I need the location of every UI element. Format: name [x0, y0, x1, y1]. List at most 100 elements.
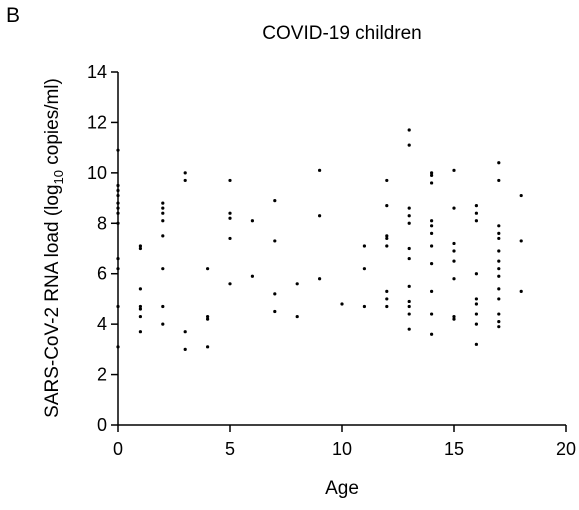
- data-point: [407, 256, 411, 261]
- data-point: [385, 178, 389, 183]
- data-point: [318, 277, 322, 281]
- data-point: [407, 128, 411, 132]
- data-point: [519, 193, 523, 198]
- data-point: [452, 317, 456, 321]
- y-tick-label: 12: [87, 112, 107, 132]
- data-point: [430, 173, 434, 177]
- data-point: [519, 289, 523, 293]
- data-point: [430, 219, 434, 223]
- data-point: [161, 206, 165, 210]
- data-point: [206, 317, 210, 321]
- y-tick-label: 14: [87, 62, 107, 82]
- data-point: [161, 219, 165, 223]
- data-point: [273, 309, 277, 314]
- data-point: [385, 234, 389, 238]
- data-point: [452, 168, 456, 172]
- data-point: [183, 330, 187, 334]
- data-point: [385, 204, 389, 208]
- data-point: [474, 302, 478, 306]
- x-axis-label: Age: [325, 478, 359, 499]
- data-point: [452, 277, 456, 281]
- data-point: [407, 304, 411, 309]
- y-tick-label: 6: [97, 264, 107, 284]
- data-point: [362, 244, 366, 248]
- data-point: [183, 178, 187, 183]
- data-point: [161, 234, 165, 238]
- data-point: [161, 267, 165, 271]
- data-point: [452, 249, 456, 253]
- data-point: [161, 322, 165, 326]
- x-tick-label: 15: [444, 439, 464, 459]
- data-point: [497, 274, 501, 278]
- data-point: [273, 198, 277, 203]
- data-point: [228, 282, 232, 286]
- data-point: [116, 188, 120, 193]
- data-point: [497, 249, 501, 253]
- data-point: [116, 221, 120, 225]
- x-tick-label: 10: [332, 439, 352, 459]
- data-point: [116, 345, 120, 349]
- data-point: [385, 289, 389, 293]
- data-point: [138, 287, 142, 291]
- data-point: [116, 256, 120, 261]
- data-point: [138, 307, 142, 311]
- data-point: [407, 327, 411, 331]
- data-point: [497, 224, 501, 228]
- data-point: [497, 297, 501, 301]
- data-point: [407, 206, 411, 210]
- data-point: [474, 297, 478, 301]
- x-tick-label: 5: [225, 439, 235, 459]
- data-point: [138, 244, 142, 248]
- data-point: [385, 244, 389, 248]
- data-point: [295, 314, 299, 319]
- data-point: [407, 246, 411, 251]
- data-point: [206, 267, 210, 271]
- data-point: [116, 211, 120, 215]
- data-point: [519, 239, 523, 243]
- data-point: [206, 314, 210, 319]
- data-point: [116, 193, 120, 198]
- data-point: [430, 231, 434, 235]
- data-point: [407, 284, 411, 288]
- data-point: [407, 299, 411, 304]
- data-point: [452, 314, 456, 319]
- data-point: [497, 287, 501, 291]
- data-point: [474, 342, 478, 346]
- data-point: [430, 332, 434, 336]
- data-point: [161, 211, 165, 215]
- y-tick-label: 2: [97, 365, 107, 385]
- data-point: [116, 183, 120, 188]
- data-point: [474, 312, 478, 316]
- y-axis-label: SARS-CoV-2 RNA load (log10 copies/ml): [42, 78, 66, 418]
- data-point: [206, 345, 210, 349]
- data-point: [183, 347, 187, 351]
- data-point: [497, 312, 501, 316]
- data-point: [250, 219, 254, 223]
- data-point: [452, 259, 456, 263]
- chart-title: COVID-19 children: [262, 23, 421, 44]
- y-tick-label: 4: [97, 314, 107, 334]
- data-point: [497, 178, 501, 183]
- data-point: [228, 178, 232, 183]
- data-point: [138, 314, 142, 319]
- data-point: [474, 322, 478, 326]
- data-point: [430, 289, 434, 293]
- data-point: [430, 181, 434, 185]
- data-point: [116, 304, 120, 309]
- data-point: [340, 302, 344, 306]
- data-point: [497, 259, 501, 263]
- data-point: [474, 211, 478, 215]
- data-point: [362, 304, 366, 309]
- data-point: [116, 201, 120, 205]
- data-point: [116, 148, 120, 152]
- data-point: [430, 224, 434, 228]
- y-ticks: 0 2 4 6 8 10 12 14: [87, 62, 118, 435]
- data-point: [497, 267, 501, 271]
- data-point: [161, 201, 165, 205]
- data-point: [430, 312, 434, 316]
- data-point: [318, 168, 322, 172]
- x-tick-label: 0: [113, 439, 123, 459]
- data-point: [407, 214, 411, 218]
- data-point: [497, 236, 501, 241]
